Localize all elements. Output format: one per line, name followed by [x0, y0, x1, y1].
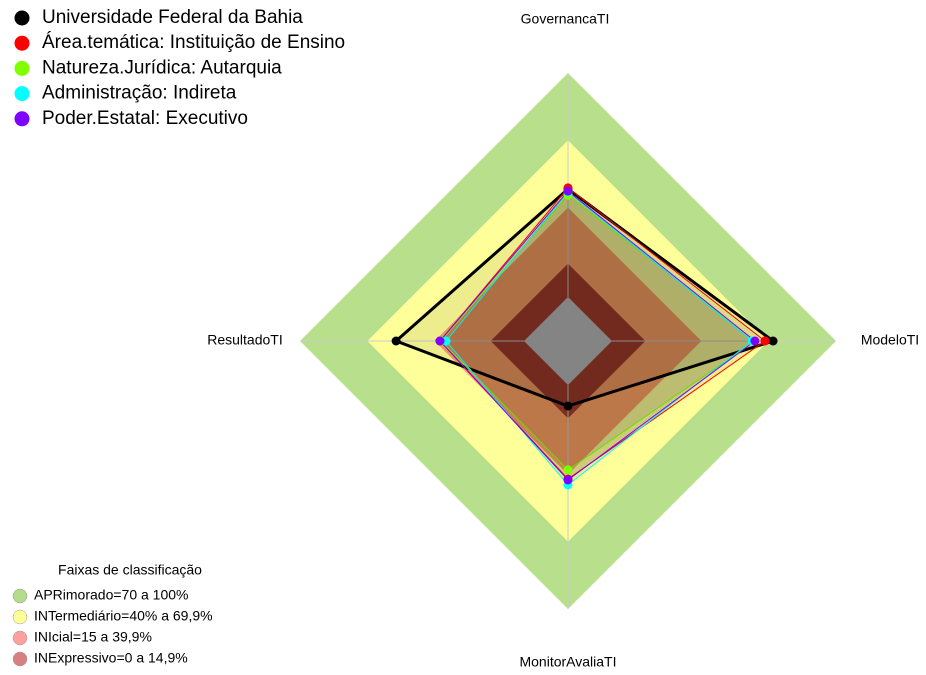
band-legend-label: APRimorado=70 a 100%: [34, 587, 189, 603]
series-point: [563, 475, 573, 485]
legend-label: Universidade Federal da Bahia: [42, 7, 303, 28]
axis-label: ModeloTI: [861, 332, 919, 348]
axis-label: MonitorAvaliaTI: [519, 654, 616, 670]
series-point: [750, 336, 760, 346]
band-legend-label: INExpressivo=0 a 14,9%: [34, 650, 188, 666]
series-point: [563, 465, 573, 475]
legend-marker: [14, 86, 30, 102]
series-point: [760, 336, 770, 346]
legend-marker: [14, 60, 30, 76]
series-point: [435, 336, 445, 346]
band-legend-marker: [12, 651, 28, 667]
legend-label: Poder.Estatal: Executivo: [42, 108, 248, 129]
axis-label: GovernancaTI: [521, 11, 610, 27]
band-legend-marker: [12, 609, 28, 625]
legend-label: Natureza.Jurídica: Autarquia: [42, 57, 282, 78]
band-legend-marker: [12, 588, 28, 604]
bands-title: Faixas de classificação: [58, 562, 202, 578]
band-legend-label: INTermediário=40% a 69,9%: [34, 608, 213, 624]
series-point: [391, 336, 401, 346]
band-legend-label: INIcial=15 a 39,9%: [34, 629, 152, 645]
legend-label: Área.temática: Instituição de Ensino: [42, 32, 345, 53]
band-legend-marker: [12, 630, 28, 646]
legend-label: Administração: Indireta: [42, 83, 237, 104]
center-hole: [524, 297, 612, 385]
axis-label: ResultadoTI: [207, 332, 282, 348]
legend-marker: [14, 35, 30, 51]
series-point: [563, 401, 573, 411]
legend-marker: [14, 10, 30, 26]
series-point: [768, 336, 778, 346]
legend-marker: [14, 111, 30, 127]
series-point: [563, 186, 573, 196]
